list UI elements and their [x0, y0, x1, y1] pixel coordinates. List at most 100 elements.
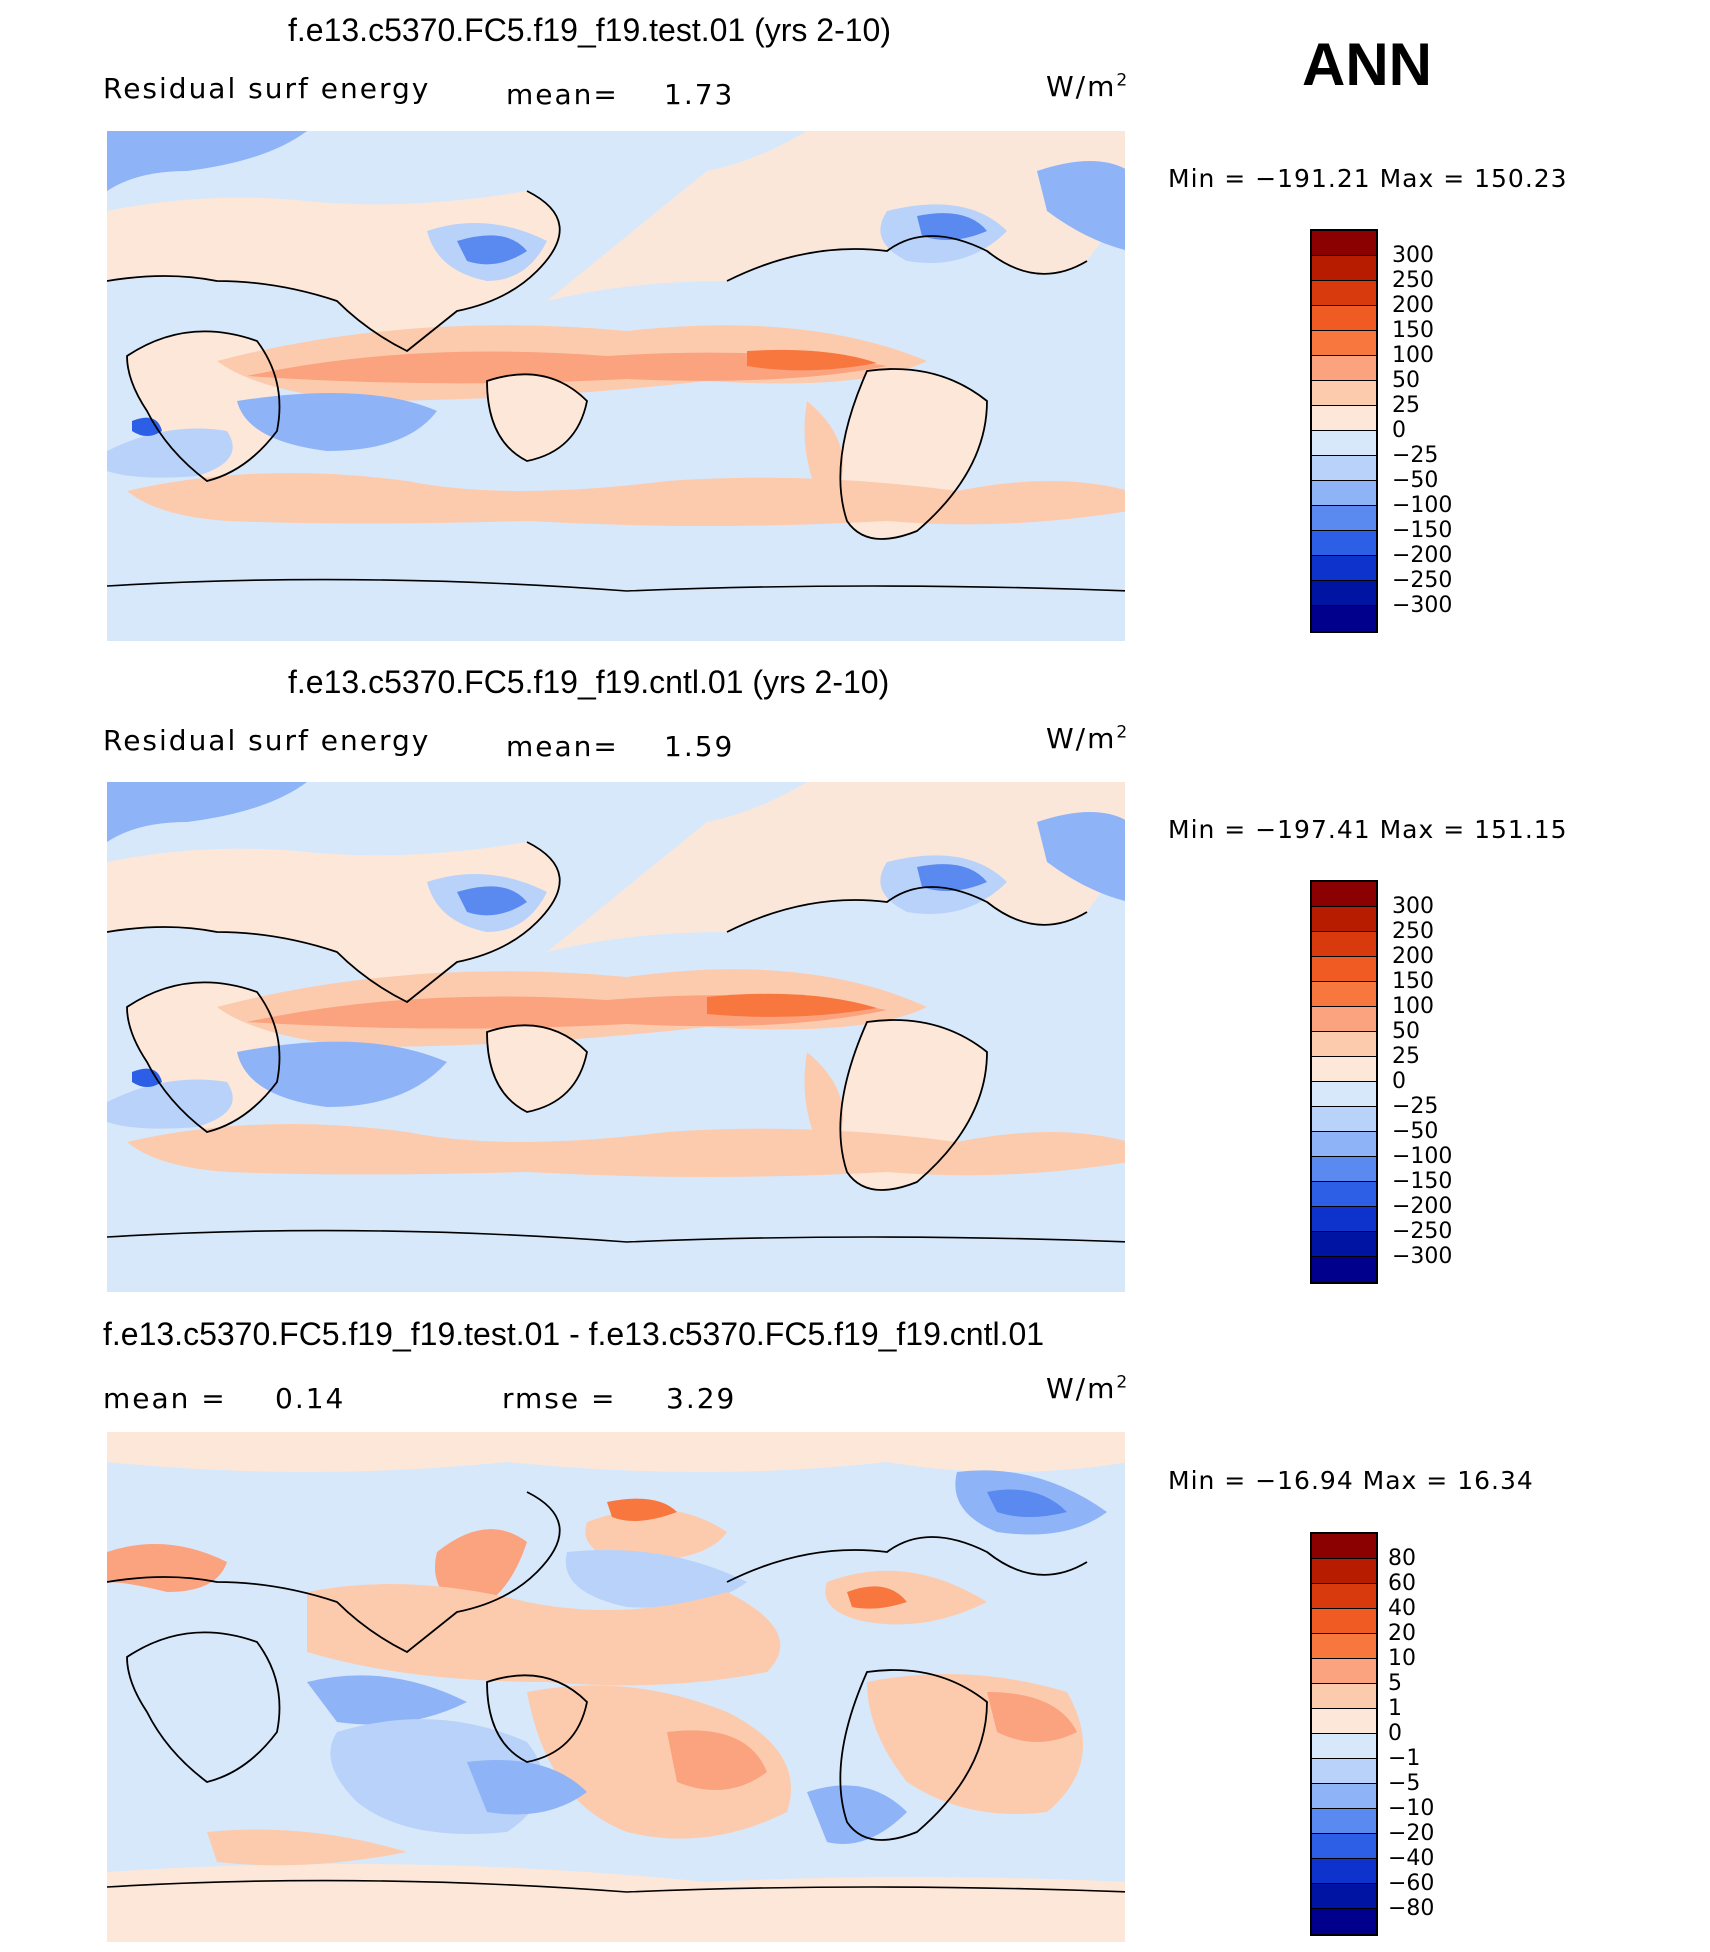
colorbar-panel-2-tick-label: 100 [1392, 994, 1434, 1019]
colorbar-panel-3-box [1312, 1884, 1376, 1909]
colorbar-panel-1-tick-label: −50 [1392, 468, 1439, 493]
colorbar-panel-3-tick-label: −5 [1388, 1771, 1421, 1796]
colorbar-panel-2-box [1312, 882, 1376, 907]
colorbar-panel-1-box [1312, 506, 1376, 531]
season-label: ANN [1302, 31, 1432, 98]
panel-3-rmse-value: 3.29 [666, 1382, 737, 1415]
colorbar-panel-3-tick-label: −40 [1388, 1846, 1435, 1871]
panel-3-minmax: Min = −16.94 Max = 16.34 [1168, 1466, 1534, 1495]
colorbar-panel-3-box [1312, 1834, 1376, 1859]
colorbar-panel-1-tick-label: −300 [1392, 593, 1453, 618]
colorbar-panel-1-tick-label: 300 [1392, 243, 1434, 268]
panel-3-title: f.e13.c5370.FC5.f19_f19.test.01 - f.e13.… [103, 1316, 1045, 1352]
colorbar-panel-2-box [1312, 1032, 1376, 1057]
panel-2-variable-label: Residual surf energy [103, 724, 431, 757]
colorbar-panel-3-tick-label: 1 [1388, 1696, 1402, 1721]
colorbar-panel-3-box [1312, 1809, 1376, 1834]
colorbar-panel-3-box [1312, 1709, 1376, 1734]
colorbar-panel-1-tick-label: 250 [1392, 268, 1434, 293]
colorbar-panel-3-tick-label: 5 [1388, 1671, 1402, 1696]
colorbar-panel-2-box [1312, 1107, 1376, 1132]
colorbar-panel-2-tick-label: 25 [1392, 1044, 1420, 1069]
colorbar-panel-3-box [1312, 1759, 1376, 1784]
colorbar-panel-2-tick-label: 150 [1392, 969, 1434, 994]
colorbar-panel-3-tick-label: 80 [1388, 1546, 1416, 1571]
colorbar-panel-1-box [1312, 581, 1376, 606]
colorbar-panel-2-tick-label: −50 [1392, 1119, 1439, 1144]
colorbar-panel-1-tick-label: −100 [1392, 493, 1453, 518]
panel-2-minmax: Min = −197.41 Max = 151.15 [1168, 815, 1568, 844]
colorbar-panel-1-box [1312, 456, 1376, 481]
panel-3-mean-label: mean = [103, 1382, 227, 1415]
colorbar-panel-2-box [1312, 932, 1376, 957]
colorbar-panel-2-tick-label: 50 [1392, 1019, 1420, 1044]
colorbar-panel-3-tick-label: −10 [1388, 1796, 1435, 1821]
colorbar-panel-1-box [1312, 531, 1376, 556]
panel-3-mean-value: 0.14 [275, 1382, 346, 1415]
colorbar-panel-2-box [1312, 1257, 1376, 1282]
colorbar-panel-1-box [1312, 406, 1376, 431]
colorbar-panel-3-tick-label: 40 [1388, 1596, 1416, 1621]
colorbar-panel-1-box [1312, 481, 1376, 506]
colorbar-panel-3-box [1312, 1734, 1376, 1759]
colorbar-panel-1-tick-label: 200 [1392, 293, 1434, 318]
panel-1-variable-label: Residual surf energy [103, 72, 431, 105]
colorbar-panel-3-box [1312, 1584, 1376, 1609]
colorbar-panel-1-box [1312, 231, 1376, 256]
panel-1-mean-label: mean= [506, 78, 619, 111]
colorbar-panel-3-box [1312, 1609, 1376, 1634]
colorbar-panel-3-tick-label: −60 [1388, 1871, 1435, 1896]
colorbar-panel-3-box [1312, 1634, 1376, 1659]
colorbar-panel-1-box [1312, 356, 1376, 381]
colorbar-panel-3-tick-label: −1 [1388, 1746, 1421, 1771]
colorbar-panel-2-box [1312, 1007, 1376, 1032]
colorbar-panel-2-box [1312, 1082, 1376, 1107]
panel-2-title: f.e13.c5370.FC5.f19_f19.cntl.01 (yrs 2-1… [288, 664, 890, 700]
colorbar-panel-1-tick-label: −250 [1392, 568, 1453, 593]
panel-2-mean-label: mean= [506, 730, 619, 763]
panel-3-rmse-label: rmse = [502, 1382, 617, 1415]
colorbar-panel-1-tick-label: 150 [1392, 318, 1434, 343]
colorbar-panel-2-box [1312, 907, 1376, 932]
colorbar-panel-1-box [1312, 431, 1376, 456]
colorbar-panel-1-tick-label: −200 [1392, 543, 1453, 568]
panel-3-units: W/m2 [1046, 1372, 1128, 1405]
colorbar-panel-3-box [1312, 1684, 1376, 1709]
colorbar-panel-2-tick-label: −200 [1392, 1194, 1453, 1219]
colorbar-panel-3-tick-label: 10 [1388, 1646, 1416, 1671]
colorbar-panel-2-tick-label: −300 [1392, 1244, 1453, 1269]
colorbar-panel-2-box [1312, 982, 1376, 1007]
colorbar-panel-2-tick-label: −25 [1392, 1094, 1439, 1119]
colorbar-panel-1-box [1312, 306, 1376, 331]
panel-3-map [107, 1432, 1125, 1942]
panel-1-minmax: Min = −191.21 Max = 150.23 [1168, 164, 1568, 193]
colorbar-panel-2-tick-label: −250 [1392, 1219, 1453, 1244]
colorbar-panel-1-box [1312, 556, 1376, 581]
colorbar-panel-1-box [1312, 381, 1376, 406]
colorbar-panel-1-box [1312, 331, 1376, 356]
colorbar-panel-3-box [1312, 1659, 1376, 1684]
colorbar-panel-1-tick-label: −25 [1392, 443, 1439, 468]
colorbar-panel-1-tick-label: 50 [1392, 368, 1420, 393]
colorbar-panel-2 [1310, 880, 1378, 1284]
colorbar-panel-3-tick-label: 60 [1388, 1571, 1416, 1596]
colorbar-panel-1-box [1312, 281, 1376, 306]
panel-2-mean-value: 1.59 [664, 730, 735, 763]
colorbar-panel-2-box [1312, 1182, 1376, 1207]
colorbar-panel-2-box [1312, 1132, 1376, 1157]
colorbar-panel-3-box [1312, 1859, 1376, 1884]
colorbar-panel-3-box [1312, 1784, 1376, 1809]
colorbar-panel-2-tick-label: 250 [1392, 919, 1434, 944]
colorbar-panel-3-tick-label: 0 [1388, 1721, 1402, 1746]
panel-1-map [107, 131, 1125, 641]
colorbar-panel-2-tick-label: −150 [1392, 1169, 1453, 1194]
colorbar-panel-1 [1310, 229, 1378, 633]
panel-1-mean-value: 1.73 [664, 78, 735, 111]
colorbar-panel-1-tick-label: 0 [1392, 418, 1406, 443]
colorbar-panel-3-box [1312, 1559, 1376, 1584]
panel-1-title: f.e13.c5370.FC5.f19_f19.test.01 (yrs 2-1… [288, 12, 891, 48]
colorbar-panel-3-box [1312, 1534, 1376, 1559]
colorbar-panel-2-box [1312, 1157, 1376, 1182]
colorbar-panel-2-box [1312, 1057, 1376, 1082]
colorbar-panel-1-tick-label: 25 [1392, 393, 1420, 418]
